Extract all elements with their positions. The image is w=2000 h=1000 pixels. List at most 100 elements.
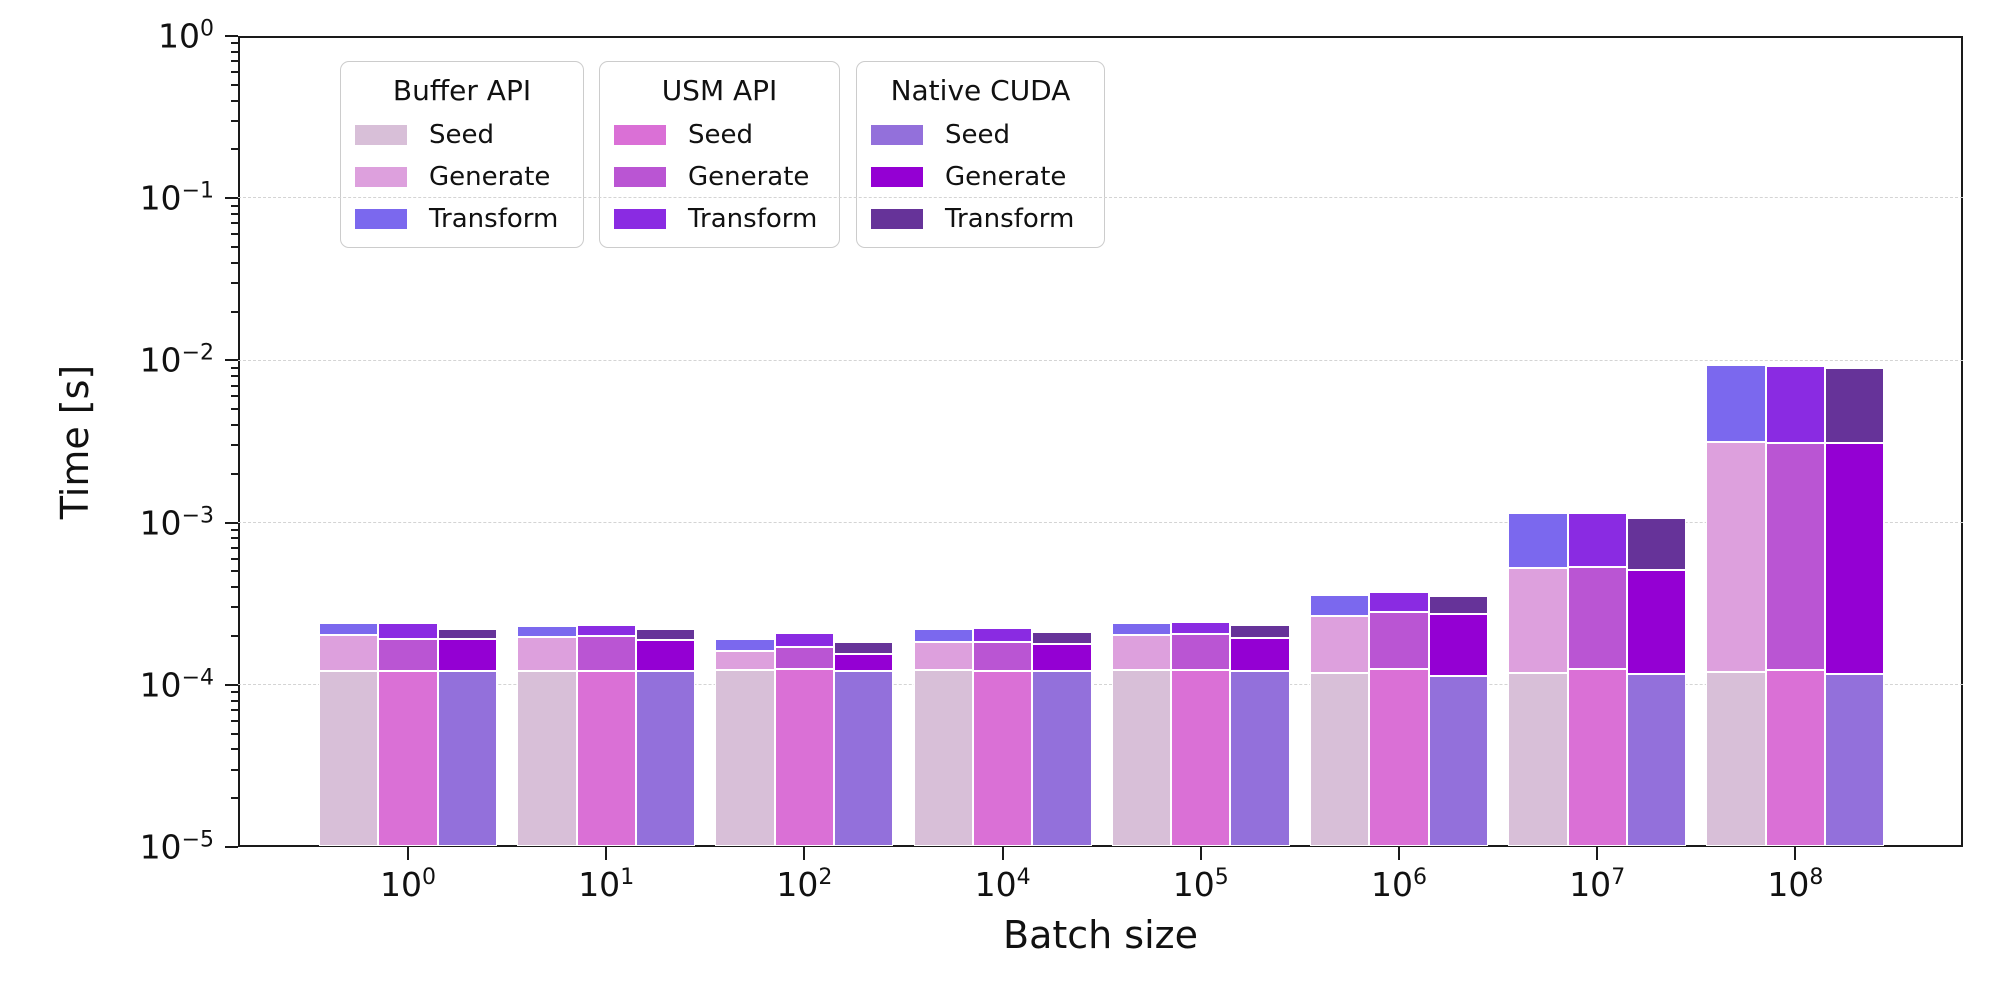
x-major-tick: [406, 847, 410, 860]
bar-segment-generate: [715, 650, 775, 670]
bar-segment-generate: [1230, 637, 1290, 672]
y-minor-tick: [231, 366, 238, 369]
bar-segment-seed: [1567, 668, 1627, 846]
y-minor-tick: [231, 42, 238, 45]
x-tick-label: 105: [1172, 865, 1229, 904]
bar-segment-seed: [1428, 675, 1488, 846]
y-tick-label: 10−5: [139, 827, 214, 867]
x-tick-label: 104: [974, 865, 1031, 904]
legend-swatch: [614, 167, 666, 187]
y-major-tick: [225, 845, 238, 849]
bar-segment-transform: [913, 628, 973, 642]
y-minor-tick: [231, 233, 238, 236]
x-tick-label: 108: [1767, 865, 1824, 904]
bar-segment-transform: [774, 632, 835, 648]
bar-segment-seed: [1508, 673, 1568, 846]
bar-segment-transform: [378, 622, 438, 639]
bar-segment-transform: [715, 638, 775, 651]
bar-segment-generate: [972, 641, 1033, 671]
x-major-tick: [1596, 847, 1599, 860]
bar-segment-seed: [635, 671, 696, 846]
y-minor-tick: [231, 570, 238, 573]
legend-swatch: [355, 209, 407, 229]
legend-swatch: [614, 209, 666, 229]
legend-entry-label: Transform: [429, 204, 559, 234]
bar-segment-transform: [1825, 367, 1885, 443]
bar-segment-generate: [319, 634, 379, 671]
y-minor-tick: [231, 70, 238, 73]
y-minor-tick: [231, 384, 238, 387]
bar-segment-generate: [774, 647, 835, 669]
legend-entry-label: Seed: [688, 120, 753, 150]
y-minor-tick: [231, 546, 238, 549]
bar-segment-generate: [1508, 567, 1568, 674]
legend-entry-label: Seed: [429, 120, 494, 150]
bar-segment-transform: [1171, 621, 1231, 634]
y-minor-tick: [231, 768, 238, 771]
x-axis-label: Batch size: [1003, 913, 1198, 957]
bar-segment-generate: [1567, 567, 1627, 669]
bar-segment-transform: [1508, 513, 1568, 568]
bar-segment-seed: [1825, 673, 1885, 846]
y-minor-tick: [231, 246, 238, 249]
bar-segment-seed: [1111, 669, 1172, 846]
bar-segment-seed: [517, 670, 577, 846]
bar-segment-transform: [834, 641, 894, 654]
x-tick-label: 101: [578, 865, 635, 904]
legend-entry: Seed: [614, 114, 825, 156]
bar-segment-seed: [972, 670, 1033, 846]
y-minor-tick: [231, 148, 238, 151]
bar-segment-transform: [1032, 631, 1092, 644]
y-minor-tick: [231, 375, 238, 378]
legend-title: USM API: [661, 74, 778, 107]
y-tick-label: 100: [158, 16, 214, 56]
legend-entry-label: Generate: [945, 162, 1067, 192]
y-minor-tick: [231, 99, 238, 102]
x-major-tick: [1199, 847, 1202, 860]
bar-segment-generate: [517, 636, 577, 671]
legend-entry: Generate: [614, 156, 825, 198]
bar-segment-generate: [378, 638, 438, 672]
y-minor-tick: [231, 634, 238, 637]
x-tick-label: 107: [1569, 865, 1626, 904]
bar-segment-generate: [576, 635, 636, 671]
y-minor-tick: [231, 212, 238, 215]
x-major-tick: [1001, 847, 1004, 860]
legend-swatch: [871, 167, 923, 187]
y-minor-tick: [231, 699, 238, 702]
bar-segment-seed: [1171, 669, 1231, 846]
legend-swatch: [871, 209, 923, 229]
legend-swatch: [871, 125, 923, 145]
bar-segment-generate: [913, 641, 973, 670]
y-major-tick: [225, 683, 238, 686]
y-minor-tick: [231, 797, 238, 800]
bar-segment-seed: [378, 671, 438, 846]
bar-segment-generate: [1706, 442, 1766, 672]
bar-segment-seed: [1230, 671, 1290, 846]
y-minor-tick: [231, 222, 238, 225]
legend-title: Buffer API: [392, 74, 532, 107]
bar-segment-transform: [1310, 594, 1370, 616]
bar-segment-generate: [1369, 611, 1429, 669]
legend-entry-label: Seed: [945, 120, 1010, 150]
y-tick-label: 10−3: [139, 503, 214, 543]
x-major-tick: [803, 847, 806, 860]
x-major-tick: [605, 847, 608, 860]
y-minor-tick: [231, 537, 238, 540]
y-minor-tick: [231, 708, 238, 711]
legend-usm-api: USM API Seed Generate Transform: [599, 61, 840, 248]
legend-entry-label: Generate: [429, 162, 551, 192]
y-minor-tick: [231, 261, 238, 264]
y-tick-label: 10−2: [139, 340, 214, 380]
bar-segment-seed: [1369, 668, 1429, 846]
legend-native-cuda: Native CUDA Seed Generate Transform: [856, 61, 1105, 248]
bar-segment-transform: [1369, 591, 1429, 612]
y-minor-tick: [231, 586, 238, 589]
bar-segment-seed: [1706, 671, 1766, 846]
y-minor-tick: [231, 719, 238, 722]
bar-segment-transform: [576, 624, 636, 636]
legend-swatch: [355, 167, 407, 187]
y-tick-label: 10−1: [139, 178, 214, 218]
legend-title: Native CUDA: [890, 74, 1071, 107]
